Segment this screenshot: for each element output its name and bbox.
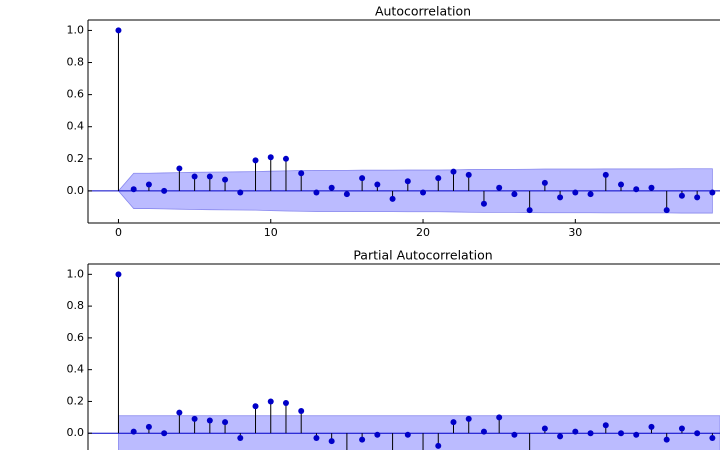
stem-marker (480, 428, 487, 435)
chart-title: Partial Autocorrelation (353, 248, 492, 263)
stem-marker (328, 184, 335, 191)
stem-marker (557, 433, 564, 440)
y-tick-label: 0.4 (67, 363, 85, 376)
stem-marker (237, 434, 244, 441)
stem-marker (602, 422, 609, 429)
stem-marker (678, 425, 685, 432)
stem-marker (161, 430, 168, 437)
stem-marker (450, 168, 457, 175)
stem-marker (404, 178, 411, 185)
stem-marker (435, 442, 442, 449)
stem-marker (694, 430, 701, 437)
stem-marker (389, 195, 396, 202)
y-tick-label: 1.0 (67, 23, 85, 36)
stem-marker (343, 191, 350, 198)
stem-marker (557, 194, 564, 201)
stem-marker (465, 171, 472, 178)
x-tick-label: 0 (115, 226, 122, 239)
x-tick-label: 10 (264, 226, 278, 239)
stem-marker (115, 271, 122, 278)
stem-marker (420, 189, 427, 196)
stem-marker (511, 191, 518, 198)
stem-marker (130, 428, 137, 435)
stem-marker (663, 436, 670, 443)
stem-marker (541, 179, 548, 186)
stem-marker (663, 207, 670, 214)
stem-marker (602, 171, 609, 178)
stem-marker (176, 409, 183, 416)
stem-marker (511, 431, 518, 438)
stem-marker (237, 189, 244, 196)
x-tick-label: 20 (416, 226, 430, 239)
chart-title: Autocorrelation (375, 4, 471, 19)
stem-marker (709, 189, 716, 196)
stem-marker (191, 415, 198, 422)
stem-marker (115, 27, 122, 34)
y-tick-label: 0.2 (67, 152, 85, 165)
stem-marker (633, 186, 640, 193)
stem-marker (313, 189, 320, 196)
stem-marker (313, 434, 320, 441)
stem-marker (572, 428, 579, 435)
stem-marker (206, 173, 213, 180)
stem-marker (618, 430, 625, 437)
stem-marker (222, 176, 229, 183)
stem-marker (678, 192, 685, 199)
y-tick-label: 1.0 (67, 267, 85, 280)
stem-marker (222, 419, 229, 426)
stem-marker (145, 181, 152, 188)
stem-marker (526, 207, 533, 214)
stem-marker (572, 189, 579, 196)
stem-marker (328, 438, 335, 445)
stem-marker (359, 436, 366, 443)
stem-marker (252, 403, 259, 410)
y-tick-label: 0.8 (67, 299, 85, 312)
stem-marker (130, 186, 137, 193)
y-tick-label: 0.0 (67, 426, 85, 439)
stem-marker (252, 157, 259, 164)
stem-marker (633, 431, 640, 438)
stem-marker (541, 425, 548, 432)
stem-marker (587, 191, 594, 198)
stem-marker (161, 187, 168, 194)
y-tick-label: 0.0 (67, 184, 85, 197)
stem-marker (587, 430, 594, 437)
x-tick-label: 30 (568, 226, 582, 239)
stem-marker (435, 175, 442, 182)
y-tick-label: 0.4 (67, 120, 85, 133)
stem-marker (694, 194, 701, 201)
y-tick-label: 0.6 (67, 331, 85, 344)
stem-marker (404, 431, 411, 438)
stem-marker (267, 398, 274, 405)
stem-marker (298, 170, 305, 177)
stem-marker (374, 431, 381, 438)
stem-marker (374, 181, 381, 188)
stem-marker (465, 415, 472, 422)
stem-marker (480, 200, 487, 207)
stem-marker (648, 423, 655, 430)
stem-marker (267, 154, 274, 161)
stem-marker (496, 184, 503, 191)
y-tick-label: 0.8 (67, 56, 85, 69)
stem-marker (145, 423, 152, 430)
y-tick-label: 0.6 (67, 88, 85, 101)
stem-marker (282, 155, 289, 162)
stem-marker (496, 414, 503, 421)
stem-marker (206, 417, 213, 424)
stem-marker (618, 181, 625, 188)
stem-marker (298, 407, 305, 414)
stem-marker (359, 175, 366, 182)
stem-marker (709, 434, 716, 441)
stem-marker (191, 173, 198, 180)
stem-marker (450, 419, 457, 426)
stem-marker (176, 165, 183, 172)
y-tick-label: 0.2 (67, 394, 85, 407)
stem-marker (648, 184, 655, 191)
stem-marker (282, 400, 289, 407)
